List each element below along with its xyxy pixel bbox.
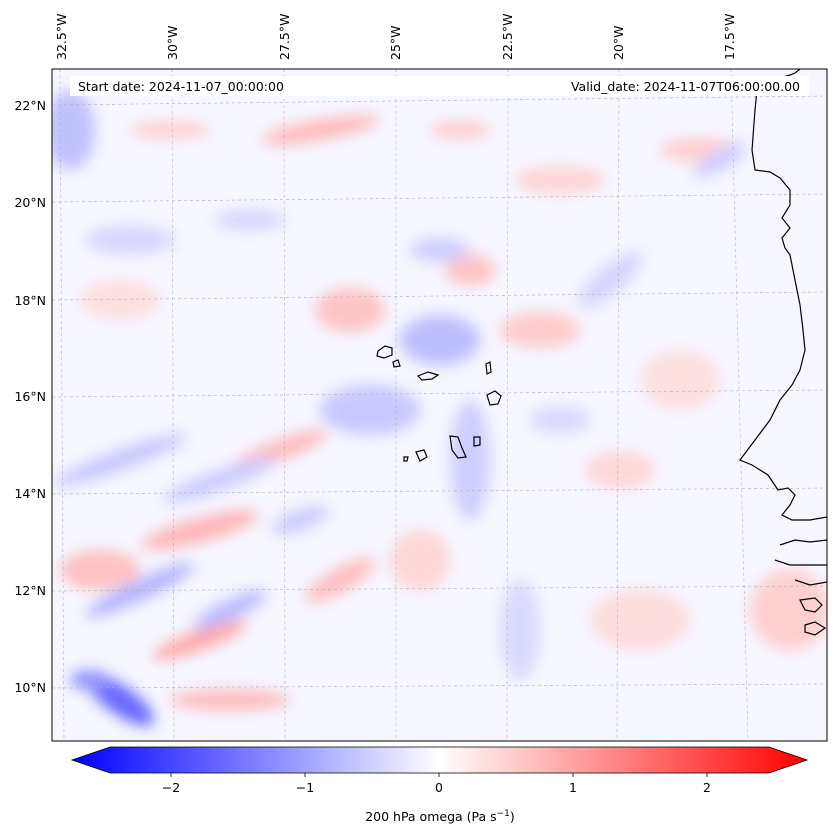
lat-label: 18°N bbox=[14, 293, 46, 308]
colorbar-label: 200 hPa omega (Pa s−1) bbox=[365, 809, 515, 824]
plot-frame bbox=[51, 68, 828, 742]
omega-field bbox=[52, 69, 827, 741]
lon-label: 25°W bbox=[388, 25, 403, 60]
lat-labels: 22°N 20°N 18°N 16°N 14°N 12°N 10°N bbox=[14, 98, 46, 695]
lon-label: 27.5°W bbox=[277, 14, 292, 60]
lat-label: 16°N bbox=[14, 389, 46, 404]
lon-label: 30°W bbox=[165, 25, 180, 60]
lat-label: 12°N bbox=[14, 583, 46, 598]
colorbar-body bbox=[70, 746, 809, 774]
lat-label: 20°N bbox=[14, 195, 46, 210]
island-sal bbox=[485, 361, 492, 375]
lon-labels: 32.5°W 30°W 27.5°W 25°W 22.5°W 20°W 17.5… bbox=[54, 14, 737, 60]
island-sao-nicolau bbox=[416, 371, 440, 381]
lon-label: 20°W bbox=[611, 25, 626, 60]
header-band bbox=[70, 76, 809, 96]
valid-date-text: Valid_date: 2024-11-07T06:00:00.00 bbox=[571, 79, 800, 94]
island-brava bbox=[403, 456, 409, 462]
colorbar-ticks bbox=[170, 773, 708, 777]
lat-label: 10°N bbox=[14, 680, 46, 695]
island-sao-vicente bbox=[392, 359, 401, 368]
island-santiago bbox=[449, 435, 467, 459]
colorbar: −2 −1 0 1 2 200 hPa omega (Pa s−1) bbox=[70, 746, 809, 824]
colorbar-tick-label: −1 bbox=[296, 780, 314, 795]
lon-label: 17.5°W bbox=[722, 14, 737, 60]
colorbar-tick-label: 1 bbox=[569, 780, 577, 795]
island-boa-vista bbox=[486, 390, 502, 406]
lat-label: 22°N bbox=[14, 98, 46, 113]
lon-label: 32.5°W bbox=[54, 14, 69, 60]
colorbar-tick-label: 2 bbox=[703, 780, 711, 795]
colorbar-tick-label: −2 bbox=[162, 780, 180, 795]
island-fogo bbox=[415, 449, 428, 462]
island-maio bbox=[473, 436, 481, 447]
start-date-text: Start date: 2024-11-07_00:00:00 bbox=[78, 79, 284, 94]
island-santo-antao bbox=[376, 345, 393, 359]
gridlines bbox=[52, 69, 827, 741]
lon-label: 22.5°W bbox=[500, 14, 515, 60]
lat-label: 14°N bbox=[14, 486, 46, 501]
colorbar-tick-label: 0 bbox=[435, 780, 443, 795]
